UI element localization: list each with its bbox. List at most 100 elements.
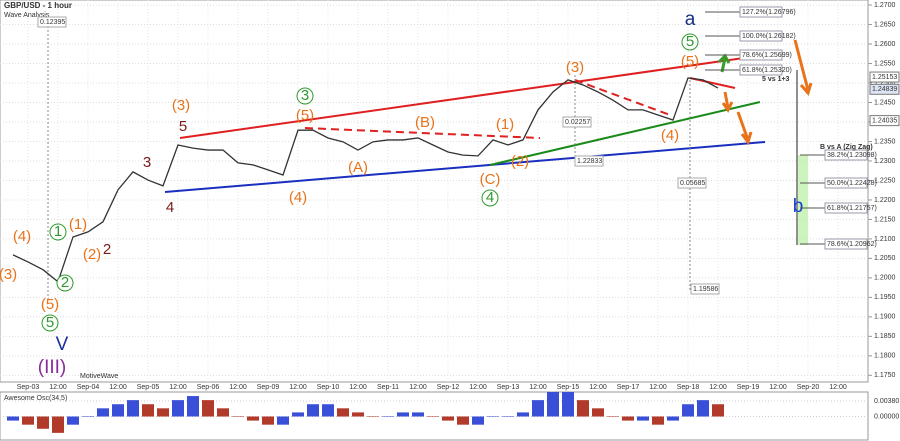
price-badge-label: 1.24035 <box>872 117 897 124</box>
y-tick-label: 1.2050 <box>874 255 896 262</box>
osc-bar <box>682 404 694 417</box>
y-tick-label: 1.2600 <box>874 41 896 48</box>
fib-label: 127.2%(1.26796) <box>742 9 796 16</box>
wave-circle <box>41 314 59 332</box>
fib-label: 100.0%(1.26182) <box>742 33 796 40</box>
wave-label: b <box>793 196 804 217</box>
fib-label: 78.6%(1.20962) <box>827 241 877 248</box>
x-tick-label: Sep-19 <box>737 384 760 391</box>
wave-label: (3) <box>0 266 17 283</box>
fib-label: 38.2%(1.23098) <box>827 152 877 159</box>
osc-bar <box>367 416 379 417</box>
osc-bar <box>22 416 34 425</box>
wave-label: (A) <box>348 159 368 176</box>
x-tick-label: 12:00 <box>769 384 787 391</box>
wave-circle <box>296 87 314 105</box>
osc-bar <box>232 416 244 417</box>
osc-bar <box>172 400 184 417</box>
wave-label: (3) <box>172 97 190 114</box>
x-tick-label: Sep-15 <box>557 384 580 391</box>
x-tick-label: 12:00 <box>349 384 367 391</box>
arrow <box>736 111 753 146</box>
note: MotiveWave <box>80 373 118 380</box>
x-tick-label: Sep-09 <box>257 384 280 391</box>
wave-label: (3) <box>566 59 584 76</box>
wave-label: (4) <box>13 228 31 245</box>
osc-bar <box>292 412 304 417</box>
wave-label: a <box>685 9 696 30</box>
osc-bar <box>427 416 439 417</box>
price-badge <box>869 71 900 83</box>
osc-bar <box>712 404 724 417</box>
x-tick-label: 12:00 <box>229 384 247 391</box>
wave-label: (C) <box>480 171 501 188</box>
osc-bar <box>127 400 139 417</box>
osc-bar <box>652 416 664 425</box>
osc-bar <box>667 416 679 421</box>
osc-bar <box>442 416 454 421</box>
fib-label: 61.8%(1.25320) <box>742 67 792 74</box>
wave-label: (4) <box>661 127 679 144</box>
wave-label: (III) <box>38 357 67 378</box>
osc-bar <box>697 400 709 417</box>
y-tick-label: 1.1900 <box>874 314 896 321</box>
x-tick-label: Sep-04 <box>77 384 100 391</box>
y-tick-label: 1.2500 <box>874 80 896 87</box>
x-tick-label: 12:00 <box>649 384 667 391</box>
x-tick-label: Sep-17 <box>617 384 640 391</box>
fib-label: 50.0%(1.22428) <box>827 180 877 187</box>
wave-label: 2 <box>61 274 69 291</box>
wave-label: (5) <box>296 107 314 124</box>
arrow <box>793 39 813 97</box>
measure-box <box>37 16 67 28</box>
fib-box <box>824 238 868 250</box>
wave-label: V <box>56 334 69 355</box>
y-tick-label: 1.2000 <box>874 275 896 282</box>
x-tick-label: 12:00 <box>589 384 607 391</box>
x-tick-label: Sep-10 <box>317 384 340 391</box>
chart-title: GBP/USD - 1 hour <box>4 1 72 10</box>
x-tick-label: 12:00 <box>469 384 487 391</box>
note: 5 vs 1+3 <box>762 76 790 83</box>
osc-bar <box>607 416 619 417</box>
measure-box <box>574 155 604 167</box>
x-tick-label: Sep-13 <box>497 384 520 391</box>
arrow <box>721 91 734 113</box>
measure-label: 1.22833 <box>577 158 602 165</box>
trend-lines <box>47 18 808 300</box>
x-tick-label: Sep-11 <box>377 384 399 391</box>
osc-bar <box>487 416 499 417</box>
osc-bar <box>382 416 394 417</box>
fib-box <box>824 202 868 214</box>
y-tick-label: 1.2450 <box>874 99 896 106</box>
measure-label: 0.02257 <box>565 119 590 126</box>
x-tick-label: 12:00 <box>829 384 847 391</box>
osc-bar <box>397 412 409 417</box>
fib-zone <box>798 155 808 245</box>
osc-bar <box>82 416 94 417</box>
osc-bar <box>97 408 109 417</box>
osc-bar <box>412 412 424 417</box>
x-tick-label: 12:00 <box>49 384 67 391</box>
wave-label: (2) <box>511 153 529 170</box>
y-tick-label: 1.2200 <box>874 197 896 204</box>
x-tick-label: Sep-06 <box>197 384 220 391</box>
y-tick-label: 1.2650 <box>874 21 896 28</box>
x-tick-label: 12:00 <box>529 384 547 391</box>
trend-line <box>574 79 671 116</box>
fib-box <box>824 177 868 189</box>
wave-label: 1 <box>54 223 62 240</box>
price-badge-label: 1.24839 <box>872 86 897 93</box>
osc-bar <box>37 416 49 429</box>
wave-label: (2) <box>83 246 101 263</box>
osc-bar <box>532 400 544 417</box>
x-tick-label: 12:00 <box>409 384 427 391</box>
wave-label: 2 <box>103 241 111 258</box>
x-tick-label: Sep-05 <box>137 384 160 391</box>
chart-subtitle: Wave Analysis <box>4 12 50 19</box>
x-tick-label: 12:00 <box>709 384 727 391</box>
wave-label: 3 <box>143 154 151 171</box>
osc-tick-label: 0.00000 <box>874 413 899 420</box>
x-tick-label: 12:00 <box>169 384 187 391</box>
